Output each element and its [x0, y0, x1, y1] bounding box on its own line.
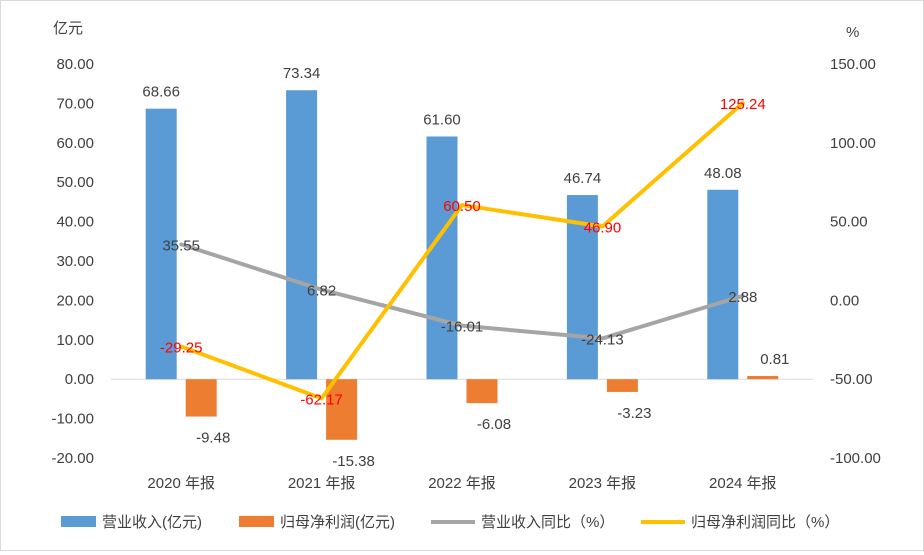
bars [145, 90, 779, 440]
net-profit-yoy-label: 125.24 [720, 96, 766, 113]
revenue-bar [707, 189, 739, 380]
right-tick-label: 150.00 [830, 56, 876, 73]
legend: 营业收入(亿元) 归母净利润(亿元) 营业收入同比（%） 归母净利润同比（%） [61, 514, 839, 531]
category-label: 2022 年报 [428, 475, 496, 492]
right-tick-label: 50.00 [830, 214, 868, 231]
revenue-yoy-label: 35.55 [162, 237, 200, 254]
revenue-bar [426, 136, 458, 380]
left-axis-unit: 亿元 [53, 20, 83, 37]
legend-label: 归母净利润(亿元) [280, 514, 395, 531]
net-profit-bar-label: -3.23 [617, 405, 651, 422]
revenue-bar-label: 73.34 [283, 65, 321, 82]
net-profit-bar [747, 376, 779, 380]
legend-swatch-bar [239, 516, 274, 527]
left-tick-label: 40.00 [56, 214, 94, 231]
legend-label: 营业收入同比（%） [481, 514, 614, 531]
revenue-yoy-label: 2.88 [728, 289, 757, 306]
right-tick-label: -50.00 [830, 371, 873, 388]
legend-swatch-bar [61, 516, 96, 527]
right-axis-unit: % [846, 24, 859, 41]
left-tick-label: 10.00 [56, 332, 94, 349]
category-label: 2021 年报 [288, 475, 356, 492]
legend-label: 归母净利润同比（%） [691, 514, 839, 531]
revenue-yoy-label: -24.13 [581, 331, 624, 348]
revenue-bar [286, 90, 318, 380]
net-profit-yoy-label: 46.90 [584, 219, 622, 236]
right-tick-label: 100.00 [830, 135, 876, 152]
lines [179, 101, 745, 401]
category-label: 2023 年报 [569, 475, 637, 492]
net-profit-yoy-line [179, 101, 745, 401]
net-profit-bar-label: 0.81 [760, 351, 789, 368]
net-profit-bar-label: -15.38 [332, 453, 375, 470]
net-profit-bar [606, 379, 638, 392]
left-tick-label: -20.00 [51, 450, 94, 467]
left-tick-label: 80.00 [56, 56, 94, 73]
revenue-bar-label: 61.60 [423, 111, 461, 128]
left-tick-label: 20.00 [56, 292, 94, 309]
left-tick-label: 0.00 [65, 371, 94, 388]
net-profit-yoy-label: -62.17 [300, 391, 343, 408]
net-profit-yoy-label: 60.50 [443, 198, 481, 215]
revenue-yoy-label: -16.01 [441, 319, 484, 336]
data-labels: 68.66 73.34 61.60 46.74 48.08 -9.48 -15.38 -6.0… [142, 65, 789, 470]
left-tick-label: 60.00 [56, 135, 94, 152]
net-profit-bar [185, 379, 217, 417]
net-profit-bar-label: -6.08 [477, 416, 511, 433]
right-tick-label: -100.00 [830, 450, 881, 467]
left-tick-label: 70.00 [56, 95, 94, 112]
net-profit-yoy-label: -29.25 [160, 339, 203, 356]
left-tick-label: 50.00 [56, 174, 94, 191]
left-tick-label: 30.00 [56, 253, 94, 270]
category-label: 2024 年报 [709, 475, 777, 492]
revenue-bar [145, 108, 177, 380]
axes: 亿元 % -20.00 -10.00 0.00 10.00 20.00 30.00 40.00 5… [51, 20, 880, 492]
revenue-yoy-label: 6.82 [307, 283, 336, 300]
category-label: 2020 年报 [147, 475, 215, 492]
legend-label: 营业收入(亿元) [102, 514, 202, 531]
net-profit-bar [466, 379, 498, 404]
revenue-bar-label: 46.74 [564, 170, 602, 187]
right-tick-label: 0.00 [830, 292, 859, 309]
left-tick-label: -10.00 [51, 411, 94, 428]
net-profit-bar-label: -9.48 [196, 430, 230, 447]
revenue-bar-label: 68.66 [142, 84, 180, 101]
net-profit-bar [326, 379, 358, 440]
revenue-yoy-line [179, 242, 745, 341]
revenue-bar-label: 48.08 [704, 165, 742, 182]
